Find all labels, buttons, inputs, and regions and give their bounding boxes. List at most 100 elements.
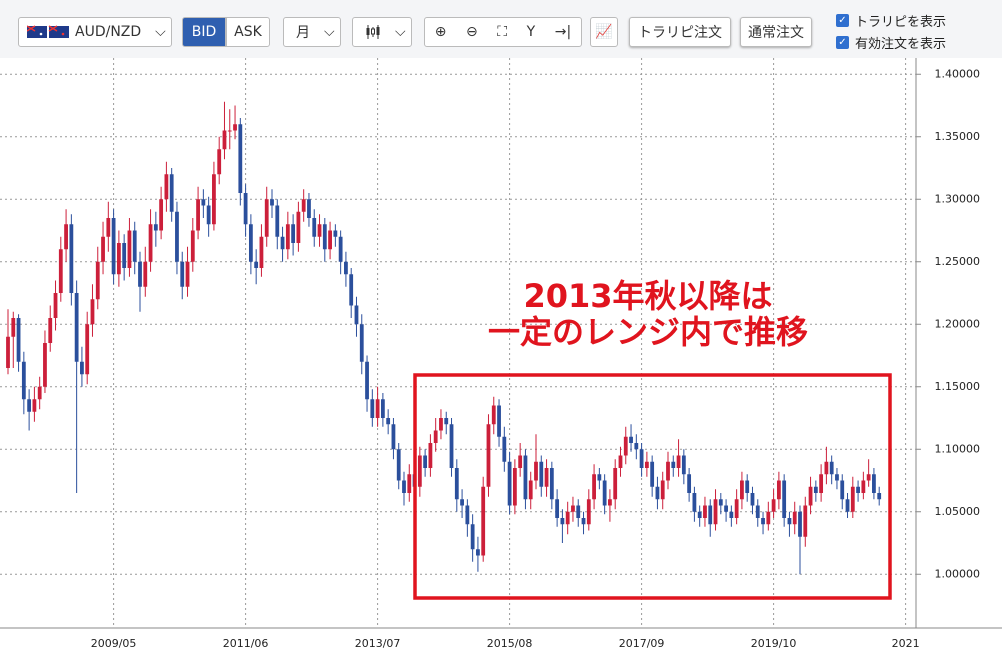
annotation: 一定のレンジ内で推移 — [488, 313, 808, 351]
candle-body — [776, 480, 781, 500]
candle-body — [423, 455, 428, 468]
trap-order-button[interactable]: トラリピ注文 — [629, 17, 731, 47]
candle-body — [433, 430, 438, 443]
candle-body — [259, 236, 264, 268]
candle-body — [866, 474, 871, 481]
candle-body — [148, 224, 153, 262]
y-tick-label: 1.35000 — [935, 130, 981, 143]
check-label: 有効注文を表示 — [855, 37, 947, 52]
candle-body — [196, 199, 200, 231]
candle-body — [761, 518, 765, 525]
candle-body — [233, 124, 237, 131]
check-trap[interactable]: ✓ トラリピを表示 — [836, 11, 946, 30]
zoom-in[interactable]: ⊕ — [434, 24, 447, 40]
candle-body — [555, 499, 560, 518]
check-label: トラリピを表示 — [855, 15, 947, 30]
candle-body — [835, 474, 839, 481]
period: 月 — [296, 25, 310, 41]
candle-body — [623, 436, 628, 456]
candle-body — [766, 511, 771, 525]
candle-body — [270, 199, 274, 206]
x-tick-label: 2013/07 — [355, 637, 401, 650]
candle-body — [285, 224, 290, 250]
candle-body — [687, 474, 692, 493]
candle-body — [185, 261, 190, 287]
period-select[interactable]: 月 ⌵ — [283, 17, 341, 47]
chart-type-select[interactable]: ⌵ — [352, 17, 412, 47]
normal-order-button[interactable]: 通常注文 — [740, 17, 812, 47]
candle-body — [476, 549, 480, 556]
x-tick-label: 2009/05 — [91, 637, 137, 650]
candle-body — [58, 249, 63, 293]
lock-y[interactable]: Y — [526, 24, 536, 40]
candle-body — [217, 149, 222, 175]
candle-body — [201, 199, 206, 206]
candle-body — [106, 218, 111, 237]
candle-body — [227, 130, 232, 132]
candle-body — [861, 480, 866, 493]
candle-body — [629, 436, 633, 443]
candle-body — [307, 199, 311, 218]
candle-body — [755, 505, 760, 518]
candle-body — [53, 293, 58, 318]
candle-body — [571, 505, 575, 512]
candle-body — [127, 230, 132, 268]
candle-body — [534, 461, 538, 481]
candle-body — [190, 230, 195, 262]
candle-body — [650, 461, 655, 487]
candle-body — [333, 230, 338, 237]
y-tick-label: 1.20000 — [935, 317, 981, 330]
candle-body — [116, 243, 121, 275]
ask-button[interactable]: ASK — [226, 17, 270, 47]
flags — [27, 25, 69, 38]
candle-body — [576, 505, 581, 518]
candle-body — [69, 224, 74, 293]
candle-body — [502, 436, 507, 462]
y-tick-label: 1.15000 — [935, 380, 981, 393]
indicator-icon[interactable]: 📈 — [590, 17, 618, 47]
y-tick-label: 1.10000 — [935, 442, 981, 455]
bid-button[interactable]: BID — [182, 17, 226, 47]
candle-body — [27, 399, 32, 412]
annotation: 2013年秋以降は — [523, 277, 772, 315]
candle-body — [470, 524, 475, 550]
candle-body — [6, 336, 10, 368]
candle-body — [787, 518, 792, 525]
candle-body — [481, 486, 486, 556]
candle-body — [745, 480, 750, 493]
candle-body — [634, 443, 639, 450]
candle-body — [798, 511, 802, 537]
candle-body — [402, 480, 406, 493]
x-tick-label: 2015/08 — [487, 637, 533, 650]
candle-body — [80, 361, 84, 375]
zoom-out[interactable]: ⊖ — [466, 24, 478, 40]
candle-body — [824, 461, 829, 475]
candle-body — [454, 468, 459, 500]
candle-body — [417, 455, 422, 487]
candle-body — [386, 418, 391, 425]
candle-body — [280, 236, 285, 250]
candle-body — [803, 505, 808, 537]
toolbar: AUD/NZD ⌵ BID ASK 月 ⌵ ⌵ ⊕ ⊖ ⛶ Y →| 📈 トラリピ注文 通常… — [0, 0, 1002, 59]
candle-body — [444, 418, 449, 425]
fit[interactable]: ⛶ — [497, 24, 508, 40]
y-tick-label: 1.25000 — [935, 255, 981, 268]
pair-select[interactable]: AUD/NZD ⌵ — [18, 17, 172, 47]
candle-icon — [366, 25, 380, 39]
pair: AUD/NZD — [75, 24, 142, 40]
candle-body — [703, 505, 707, 518]
candle-body — [518, 455, 523, 468]
candle-body — [16, 318, 21, 362]
x-tick-label: 2019/10 — [751, 637, 797, 650]
check-orders[interactable]: ✓ 有効注文を表示 — [836, 33, 946, 52]
candle-body — [111, 218, 116, 275]
candle-body — [301, 199, 306, 212]
candle-body — [523, 455, 528, 500]
candle-body — [138, 261, 142, 287]
candle-body — [819, 474, 824, 493]
candle-body — [692, 493, 697, 512]
to-end[interactable]: →| — [554, 24, 572, 40]
candle-body — [322, 224, 327, 250]
candle-body — [491, 405, 496, 425]
candle-body — [312, 218, 317, 237]
